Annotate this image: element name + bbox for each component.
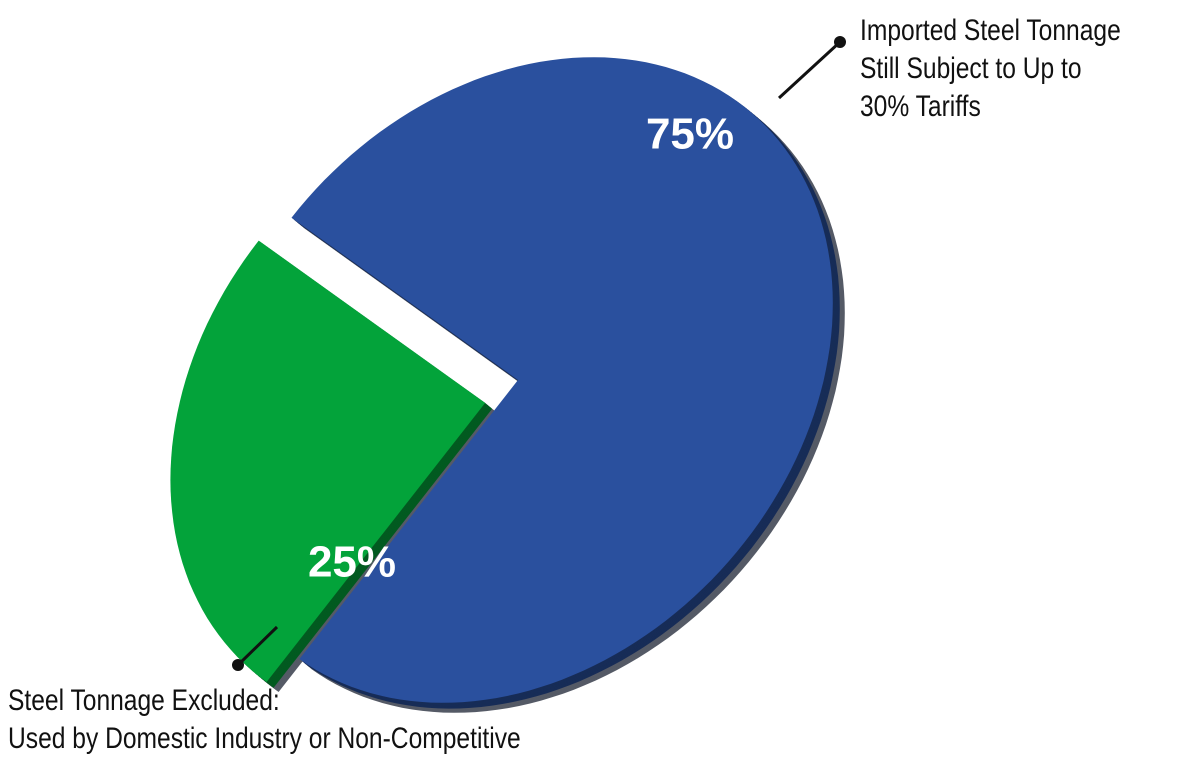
- callout-tariff-slice: Imported Steel Tonnage Still Subject to …: [860, 12, 1178, 126]
- callout-line: Still Subject to Up to: [860, 52, 1082, 85]
- leader-dot: [232, 659, 244, 671]
- callout-line: 30% Tariffs: [860, 90, 981, 123]
- callout-line: Used by Domestic Industry or Non-Competi…: [8, 722, 521, 755]
- leader-line: [777, 40, 842, 100]
- pie-slice-0: [291, 57, 833, 703]
- pie-slice-1: [170, 240, 486, 682]
- callout-excluded-slice: Steel Tonnage Excluded: Used by Domestic…: [8, 682, 633, 758]
- callout-line: Steel Tonnage Excluded:: [8, 684, 280, 717]
- slice-data-label: 25%: [308, 538, 396, 587]
- leader-dot: [834, 36, 846, 48]
- slice-data-label: 75%: [646, 110, 734, 159]
- callout-line: Imported Steel Tonnage: [860, 14, 1121, 47]
- leader-line: [236, 625, 279, 667]
